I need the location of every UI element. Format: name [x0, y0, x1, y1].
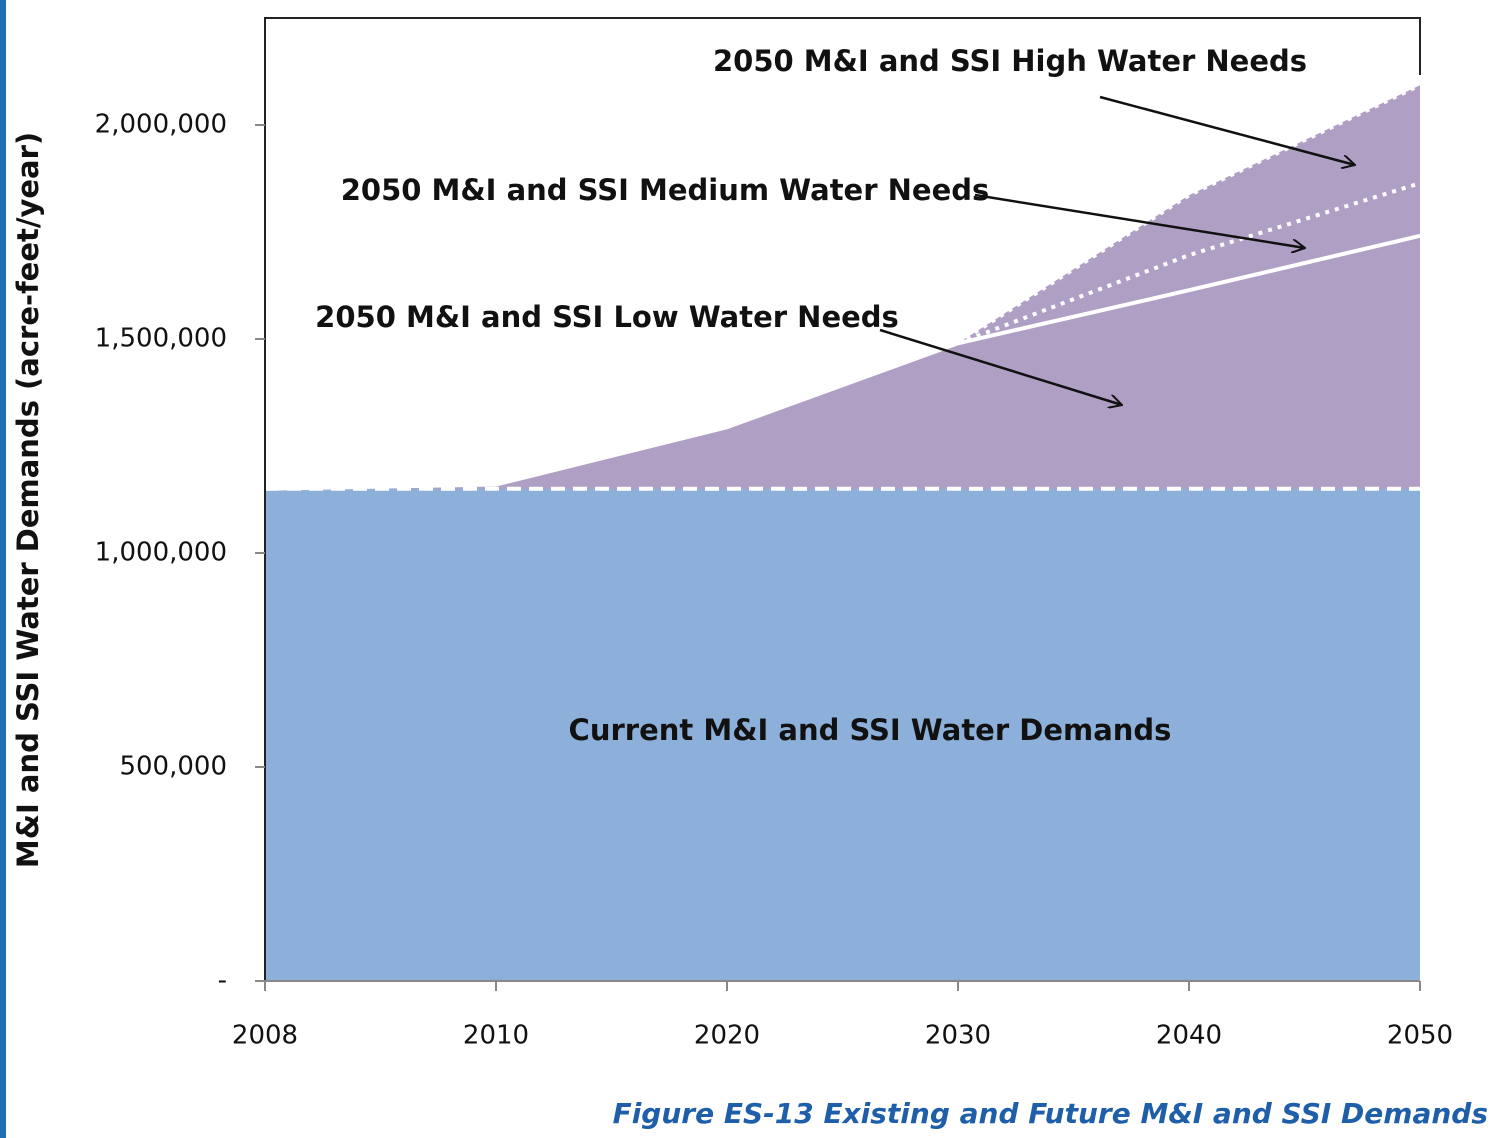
series-label: 2050 M&I and SSI High Water Needs [713, 44, 1307, 78]
x-tick-label: 2040 [1156, 1021, 1222, 1051]
x-tick-label: 2020 [694, 1021, 760, 1051]
x-tick-label: 2010 [463, 1021, 529, 1051]
series-label: 2050 M&I and SSI Medium Water Needs [341, 173, 990, 207]
series-label: Current M&I and SSI Water Demands [569, 713, 1172, 747]
area-edge [957, 181, 1421, 346]
chart-title: Figure ES-13 Existing and Future M&I and… [613, 1097, 1488, 1130]
y-axis-label: M&I and SSI Water Demands (acre-feet/yea… [11, 132, 45, 868]
y-tick-label: 500,000 [119, 752, 227, 782]
area [265, 488, 1420, 981]
x-tick-label: 2050 [1387, 1021, 1453, 1051]
y-tick-label: 2,000,000 [95, 110, 227, 140]
x-tick-label: 2030 [925, 1021, 991, 1051]
arrow [1099, 95, 1355, 165]
arrow [974, 193, 1305, 248]
x-tick-label: 2008 [232, 1021, 298, 1051]
y-tick-label: 1,000,000 [95, 538, 227, 568]
series-label: 2050 M&I and SSI Low Water Needs [315, 300, 899, 334]
y-tick-label: 1,500,000 [95, 324, 227, 354]
area-edge [264, 233, 1421, 491]
page-border [0, 0, 6, 1138]
plot-frame [264, 17, 1421, 981]
plot-area [264, 83, 1421, 982]
area-edge [956, 83, 1421, 345]
arrow [879, 328, 1122, 405]
y-tick-label: - [218, 966, 227, 996]
